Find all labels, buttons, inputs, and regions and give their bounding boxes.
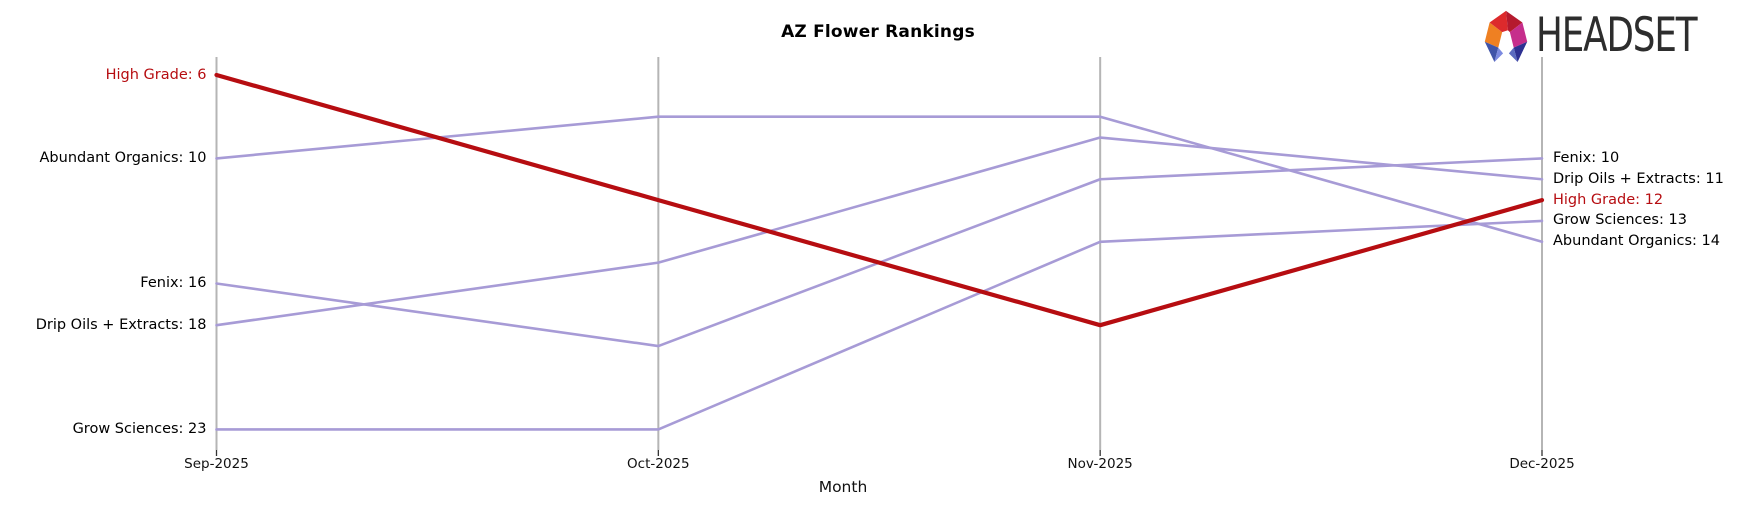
series-label-right: Grow Sciences: 13: [1553, 212, 1687, 229]
series-line-drip-oils-extracts: [215, 136, 1544, 327]
series-line-grow-sciences: [215, 219, 1544, 431]
month-tick-label: Nov-2025: [1067, 456, 1133, 472]
series-label-right: High Grade: 12: [1553, 191, 1664, 208]
series-label-right: Drip Oils + Extracts: 11: [1553, 170, 1724, 187]
series-label-left: Abundant Organics: 10: [39, 149, 207, 166]
headset-logo-icon: [1484, 10, 1528, 63]
series-label-right: Fenix: 10: [1553, 149, 1620, 166]
series-line-high-grade: [214, 72, 1545, 328]
series-label-left: High Grade: 6: [105, 66, 207, 83]
chart-title: AZ Flower Rankings: [781, 22, 975, 42]
month-tick-label: Dec-2025: [1509, 456, 1575, 472]
headset-logo: HEADSET: [1482, 8, 1732, 64]
x-axis-label: Month: [818, 478, 868, 496]
series-label-left: Grow Sciences: 23: [72, 420, 207, 437]
month-tick-label: Sep-2025: [184, 456, 249, 472]
series-group: [214, 72, 1545, 431]
series-line-abundant-organics: [215, 115, 1544, 244]
series-label-right: Abundant Organics: 14: [1553, 233, 1720, 250]
axes-group: [215, 57, 1543, 456]
headset-logo-text: HEADSET: [1536, 8, 1698, 63]
month-tick-label: Oct-2025: [627, 456, 690, 472]
series-label-left: Fenix: 16: [140, 275, 207, 291]
series-label-left: Drip Oils + Extracts: 18: [35, 316, 207, 333]
